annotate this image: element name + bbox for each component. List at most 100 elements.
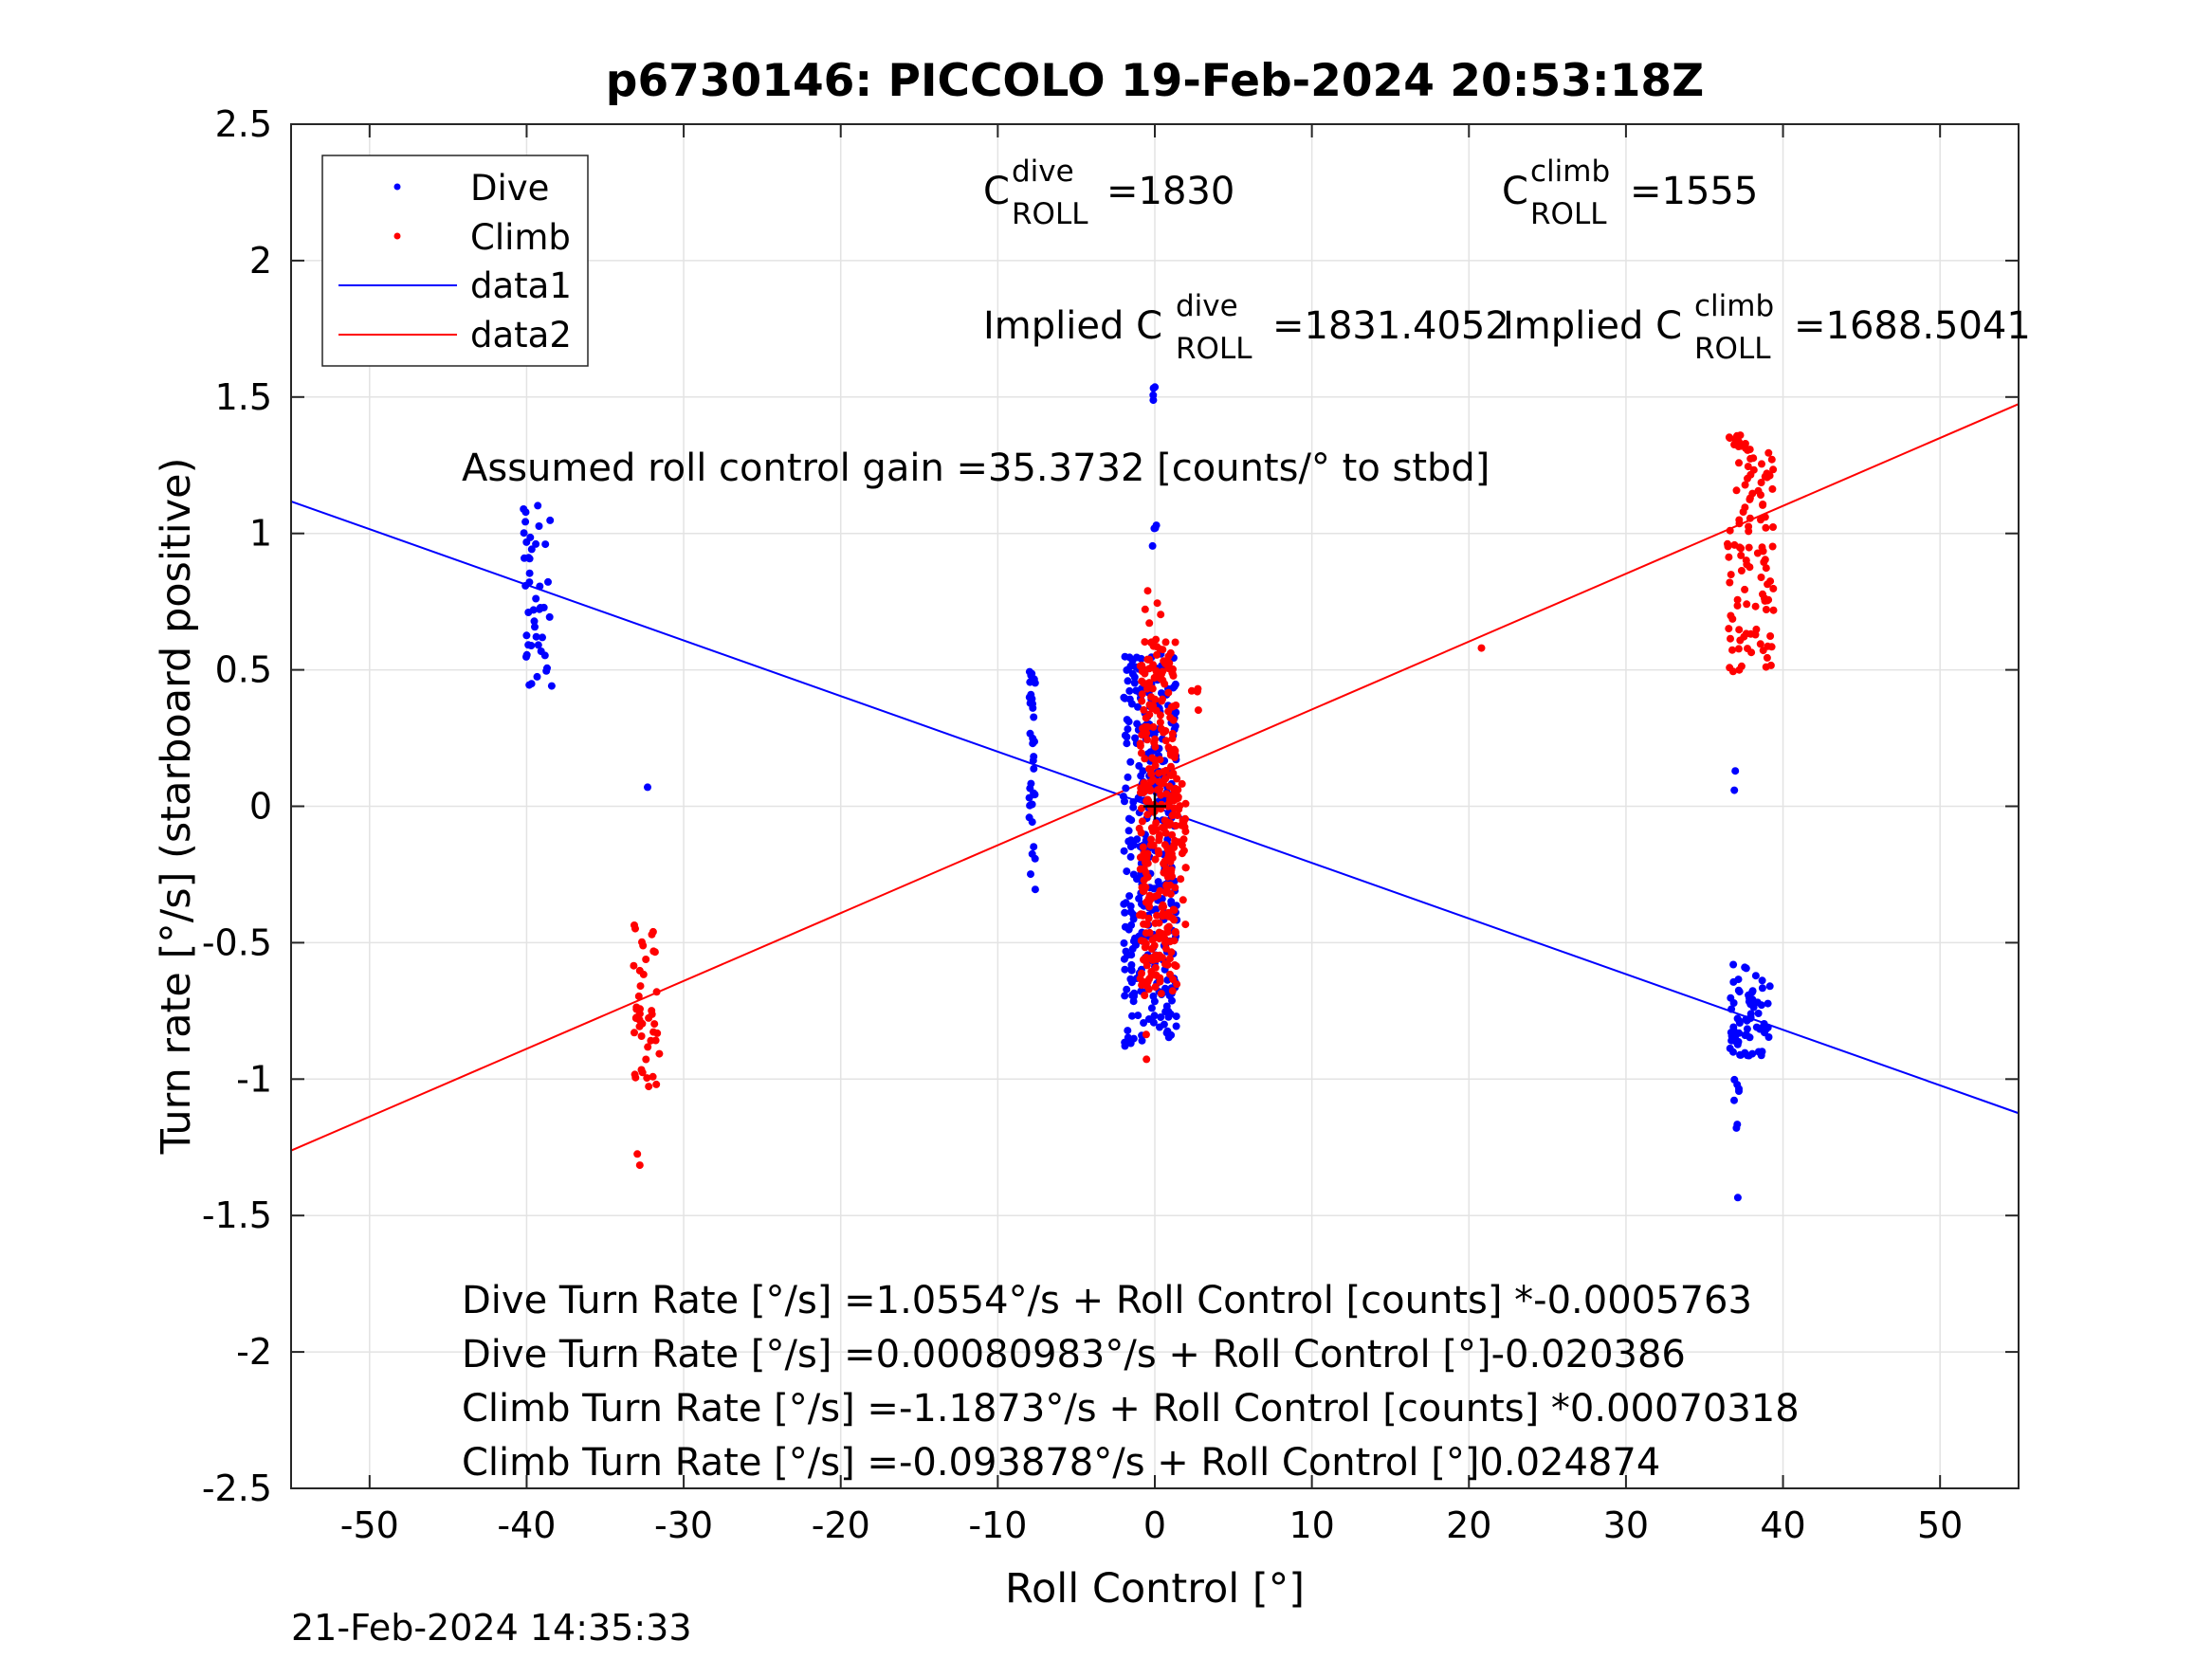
climb-point [642,956,650,963]
climb-point [1154,891,1162,900]
climb-point [649,947,658,956]
climb-point [1136,741,1144,750]
c-dive-annotation: Cdive ROLL =1830 [983,155,1234,231]
climb-point [1477,644,1486,652]
x-tick-label: -20 [812,1504,870,1546]
climb-point [1153,911,1161,920]
dive-point [1728,1005,1736,1013]
dive-point [1733,1081,1742,1089]
climb-point [1145,787,1154,794]
climb-point [1161,727,1170,735]
climb-point [1727,634,1734,643]
climb-point [1153,599,1161,608]
dive-point [525,569,534,577]
dive-point [1124,827,1133,835]
climb-point [633,1150,642,1158]
climb-point [644,1043,652,1051]
dive-point [1124,773,1132,781]
dive-point [1167,898,1176,905]
y-axis-label: Turn rate [°/s] (starboard positive) [153,458,200,1156]
dive-point [1124,718,1133,726]
climb-point [1156,719,1164,726]
climb-point [1144,914,1153,922]
dive-point [1164,1012,1173,1021]
dive-point [1735,1029,1744,1037]
climb-point [1137,749,1145,757]
climb-point [1149,775,1158,784]
climb-point [645,1013,653,1022]
dive-point [1025,793,1033,802]
climb-point [1758,543,1766,552]
climb-point [1766,632,1775,640]
x-tick-label: 0 [1143,1504,1166,1546]
dive-point [1120,939,1128,947]
climb-point [1171,750,1179,758]
dive-equation-counts: Dive Turn Rate [°/s] =1.0554°/s + Roll C… [462,1279,1752,1322]
dive-point [1133,720,1142,728]
climb-point [1170,916,1179,924]
implied-c-climb-main: Implied C [1503,304,1682,348]
climb-point [1757,479,1765,486]
climb-point [1166,890,1175,899]
climb-point [635,1010,644,1018]
climb-point [1139,910,1147,919]
climb-point [1138,817,1146,826]
dive-point [539,633,546,642]
dive-point [1157,1013,1165,1021]
dive-point [1146,748,1155,757]
climb-point [1194,706,1202,715]
dive-point [520,529,528,538]
dive-point [1735,1019,1744,1027]
dive-point [1138,1036,1146,1045]
c-dive-main: C [983,170,1010,213]
dive-point [644,783,651,792]
c-dive-sup: dive [1012,155,1074,189]
dive-point [1171,680,1179,688]
dive-point [1129,937,1138,945]
climb-point [1143,1055,1151,1064]
climb-point [1724,542,1732,551]
climb-point [1165,955,1174,963]
climb-point [1170,937,1179,945]
dive-point [1729,960,1738,969]
implied-c-dive-annotation: Implied C dive ROLL =1831.4052 [983,289,1509,366]
climb-point [1163,928,1172,937]
dive-point [1120,900,1128,908]
dive-point [1127,960,1136,969]
dive-point [1757,1051,1765,1060]
y-tick-label: 2.5 [215,103,272,145]
dive-point [1172,1022,1180,1030]
x-tick-label: -50 [340,1504,399,1546]
dive-point [545,612,554,621]
dive-point [1127,840,1136,848]
dive-point [1123,985,1131,994]
climb-point [1735,520,1744,528]
c-dive-value: =1830 [1106,170,1234,213]
climb-point [1141,605,1149,613]
climb-point [1159,954,1166,962]
climb-point [1726,578,1734,587]
climb-point [1168,853,1177,862]
dive-point [1764,999,1772,1008]
x-tick-label: -40 [497,1504,556,1546]
chart-title: p6730146: PICCOLO 19-Feb-2024 20:53:18Z [606,55,1704,107]
dive-point [1031,791,1039,799]
dive-point [1730,1096,1738,1104]
dive-point [1151,383,1160,392]
climb-point [1176,802,1184,811]
climb-point [1746,514,1754,522]
climb-point [1767,455,1776,464]
climb-point [1172,822,1180,830]
climb-point [1735,626,1744,634]
dive-point [1125,653,1134,662]
dive-point [1027,870,1034,879]
dive-point [1734,975,1743,984]
dive-point [1126,852,1135,861]
climb-point [1769,465,1778,474]
dive-point [1030,764,1038,773]
dive-point [1134,702,1142,711]
dive-point [1121,908,1129,917]
climb-point [1166,648,1175,657]
climb-point [1737,567,1746,574]
climb-point [634,992,643,1000]
